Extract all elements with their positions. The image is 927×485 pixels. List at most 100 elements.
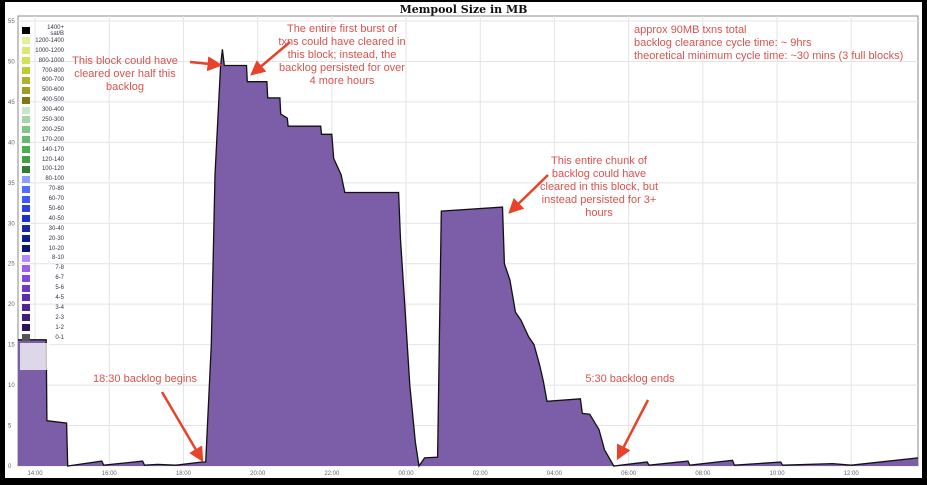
x-tick-label: 02:00 <box>473 471 489 477</box>
legend-swatch <box>22 185 30 193</box>
annotation-chunk: This entire chunk of backlog could have … <box>540 155 659 219</box>
legend-backdrop <box>20 343 50 370</box>
legend-item[interactable]: 600-700 <box>22 75 64 85</box>
legend-label: 170-200 <box>41 136 64 143</box>
legend-item[interactable]: 60-70 <box>22 194 64 204</box>
legend-swatch <box>22 235 30 243</box>
x-tick-label: 18:00 <box>176 471 192 477</box>
y-tick-label: 30 <box>8 221 15 227</box>
y-tick-label: 35 <box>8 181 15 187</box>
x-tick-label: 08:00 <box>695 471 711 477</box>
legend-item[interactable]: 2-3 <box>22 313 64 323</box>
annotation-half-block: This block could have cleared over half … <box>72 55 178 93</box>
legend-item[interactable]: 170-200 <box>22 135 64 145</box>
legend-swatch <box>22 294 30 302</box>
legend-label: 0-1 <box>55 334 64 341</box>
annotation-arrow <box>160 391 204 463</box>
legend-swatch <box>22 205 30 213</box>
annotation-first-burst: The entire first burst of txns could hav… <box>278 23 406 87</box>
summary-line: approx 90MB txns total <box>634 24 747 36</box>
annotation-backlog-begins: 18:30 backlog begins <box>93 373 197 385</box>
legend-swatch <box>22 86 30 94</box>
legend-label: 3-4 <box>55 304 64 311</box>
legend-label: 20-30 <box>48 235 64 242</box>
legend-item[interactable]: 3-4 <box>22 303 64 313</box>
legend-swatch <box>22 136 30 144</box>
y-tick-label: 0 <box>8 464 12 470</box>
y-tick-label: 10 <box>8 383 15 389</box>
legend-item[interactable]: 250-300 <box>22 115 64 125</box>
legend-item[interactable]: 4-5 <box>22 293 64 303</box>
legend-label: 10-20 <box>48 245 64 252</box>
x-tick-label: 10:00 <box>770 471 786 477</box>
legend-label: 1400+ sat/B <box>47 24 64 37</box>
legend-swatch <box>22 116 30 124</box>
legend-label: 2-3 <box>55 314 64 321</box>
legend-swatch <box>22 264 30 272</box>
legend-item[interactable]: 10-20 <box>22 244 64 254</box>
legend-item[interactable]: 5-6 <box>22 283 64 293</box>
legend-label: 4-5 <box>55 294 64 301</box>
legend-item[interactable]: 80-100 <box>22 174 64 184</box>
legend-label: 80-100 <box>45 176 64 183</box>
legend-item[interactable]: 7-8 <box>22 263 64 273</box>
legend-item[interactable]: 800-1000 <box>22 56 64 66</box>
legend-item[interactable]: 40-50 <box>22 214 64 224</box>
legend-swatch <box>22 165 30 173</box>
legend-item[interactable]: 20-30 <box>22 234 64 244</box>
legend-item[interactable]: 50-60 <box>22 204 64 214</box>
annotation-arrow <box>189 56 223 72</box>
legend-item[interactable]: 140-170 <box>22 145 64 155</box>
legend-label: 400-500 <box>41 97 64 104</box>
legend-item[interactable]: 30-40 <box>22 224 64 234</box>
mempool-area <box>18 49 918 467</box>
legend-label: 30-40 <box>48 225 64 232</box>
legend-item[interactable]: 400-500 <box>22 95 64 105</box>
legend-swatch <box>22 156 30 164</box>
legend-swatch <box>22 225 30 233</box>
legend-swatch <box>22 57 30 65</box>
legend-item[interactable]: 300-400 <box>22 105 64 115</box>
legend-item[interactable]: 200-250 <box>22 125 64 135</box>
legend-label: 1000-1200 <box>35 47 64 54</box>
legend-label: 600-700 <box>41 77 64 84</box>
y-tick-label: 45 <box>8 100 15 106</box>
x-tick-label: 00:00 <box>399 471 415 477</box>
legend-swatch <box>22 76 30 84</box>
x-tick-label: 14:00 <box>28 471 44 477</box>
y-tick-label: 15 <box>8 343 15 349</box>
x-tick-label: 22:00 <box>324 471 340 477</box>
legend-item[interactable]: 1200-1400 <box>22 36 64 46</box>
legend-label: 120-140 <box>41 156 64 163</box>
legend-item[interactable]: 6-7 <box>22 273 64 283</box>
legend-label: 500-600 <box>41 87 64 94</box>
annotation-backlog-ends: 5:30 backlog ends <box>585 373 675 385</box>
legend-item[interactable]: 1400+ sat/B <box>22 24 64 37</box>
y-tick-label: 55 <box>8 19 15 25</box>
legend-item[interactable]: 8-10 <box>22 253 64 263</box>
legend-label: 200-250 <box>41 126 64 133</box>
legend-item[interactable]: 1000-1200 <box>22 46 64 56</box>
legend-label: 40-50 <box>48 215 64 222</box>
legend-item[interactable]: 100-120 <box>22 164 64 174</box>
legend-swatch <box>22 27 30 35</box>
chart-title: Mempool Size in MB <box>399 3 528 16</box>
x-tick-label: 06:00 <box>621 471 637 477</box>
legend-swatch <box>22 175 30 183</box>
legend-item[interactable]: 70-80 <box>22 184 64 194</box>
legend-label: 5-6 <box>55 285 64 292</box>
summary-line: theoretical minimum cycle time: ~30 mins… <box>634 50 904 62</box>
legend-item[interactable]: 1-2 <box>22 323 64 333</box>
legend-swatch <box>22 314 30 322</box>
x-tick-label: 04:00 <box>547 471 563 477</box>
legend-swatch <box>22 67 30 74</box>
legend-label: 6-7 <box>55 275 64 282</box>
legend-label: 1-2 <box>55 324 64 331</box>
legend-swatch <box>22 126 30 134</box>
legend-item[interactable]: 700-800 <box>22 66 64 76</box>
legend-swatch <box>22 106 30 114</box>
legend-item[interactable]: 0-1 <box>22 333 64 343</box>
legend-item[interactable]: 120-140 <box>22 155 64 165</box>
legend-item[interactable]: 500-600 <box>22 85 64 95</box>
